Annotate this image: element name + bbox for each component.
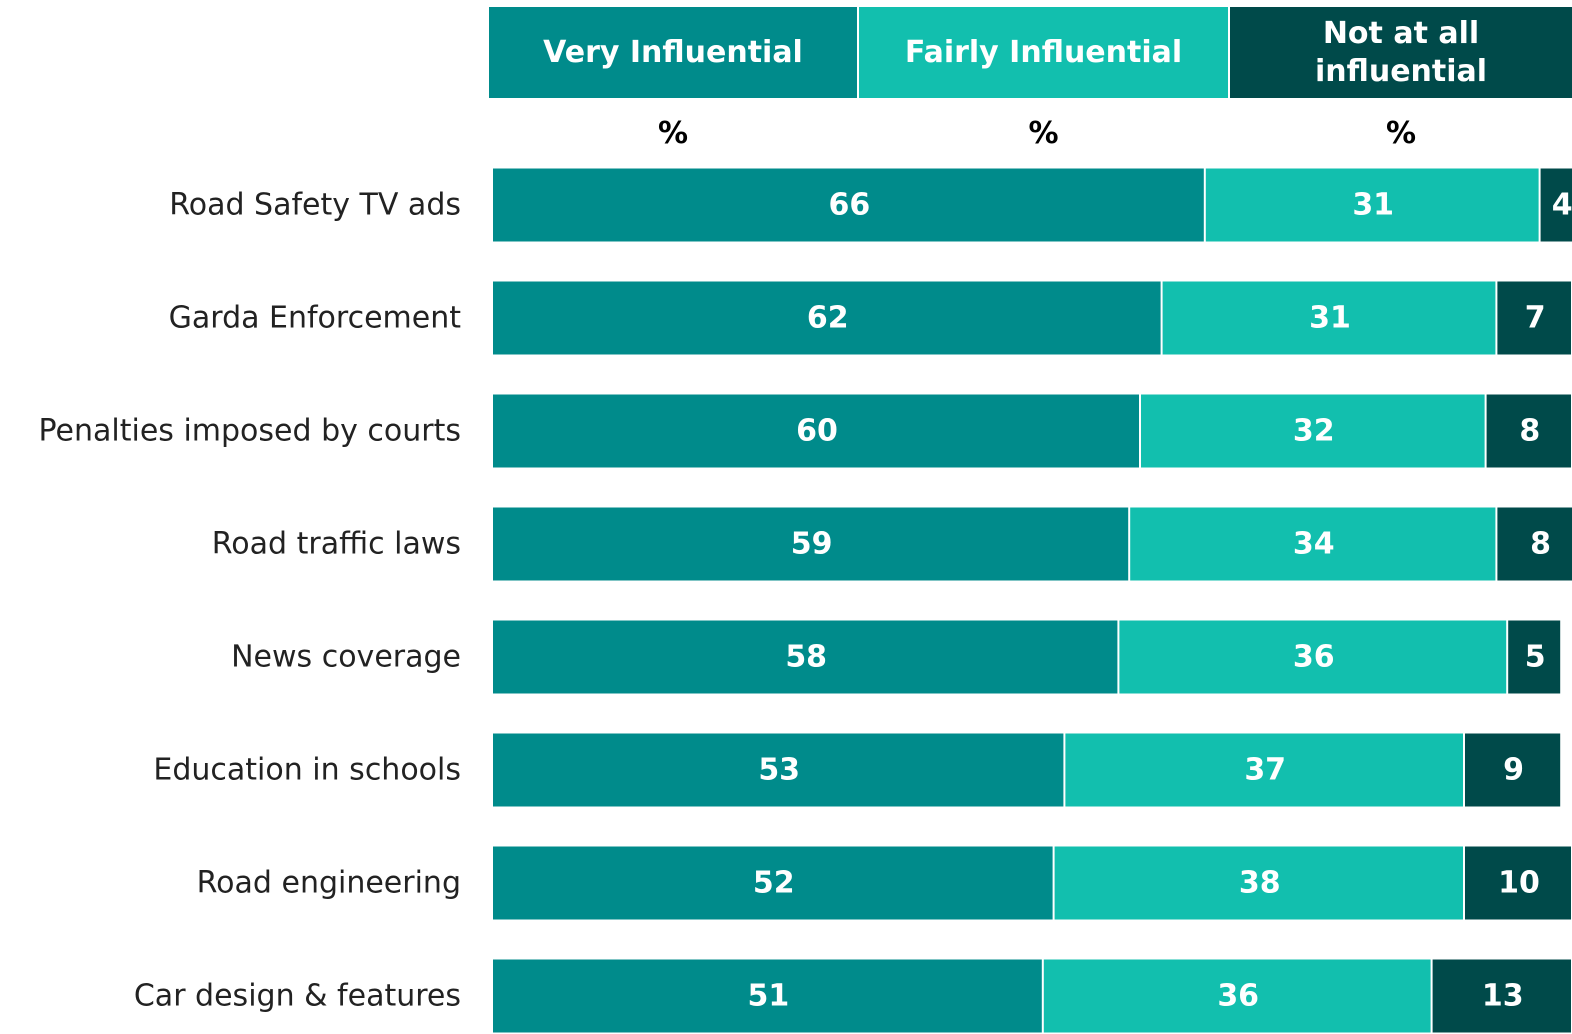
bar-segment [1497, 507, 1572, 581]
bar-segment [1054, 846, 1463, 920]
value-label: 5 [1525, 640, 1546, 675]
bar-segment [493, 620, 1118, 694]
category-label: Road engineering [197, 866, 461, 901]
value-label: 62 [807, 301, 849, 336]
bar-segment [493, 168, 1204, 242]
value-label: 34 [1293, 527, 1335, 562]
value-label: 60 [796, 414, 838, 449]
bar-segment [1497, 281, 1571, 355]
value-label: 38 [1239, 866, 1281, 901]
value-label: 31 [1352, 188, 1394, 223]
category-label: Road Safety TV ads [169, 188, 461, 223]
category-label: Road traffic laws [212, 527, 461, 562]
bar-segment [1540, 168, 1572, 242]
column-unit: % [1385, 115, 1417, 151]
value-label: 13 [1482, 979, 1524, 1014]
value-label: 4 [1552, 188, 1572, 223]
bar-segment [1486, 394, 1571, 468]
category-label: Education in schools [153, 753, 461, 788]
category-label: Garda Enforcement [169, 301, 462, 336]
legend-item: Not at all influential [1230, 7, 1572, 98]
value-label: 52 [753, 866, 795, 901]
bar-segment [1432, 959, 1571, 1033]
bar-segment [493, 959, 1042, 1033]
value-label: 36 [1217, 979, 1259, 1014]
value-label: 31 [1309, 301, 1351, 336]
value-label: 36 [1293, 640, 1335, 675]
bar-segment [493, 846, 1053, 920]
value-label: 8 [1519, 414, 1540, 449]
category-label: Car design & features [134, 979, 461, 1014]
bar-segment [1465, 846, 1571, 920]
value-label: 51 [748, 979, 790, 1014]
value-label: 32 [1293, 414, 1335, 449]
value-label: 59 [791, 527, 833, 562]
category-label: Penalties imposed by courts [39, 414, 461, 449]
value-label: 9 [1503, 753, 1524, 788]
legend-item: Very Influential [489, 7, 857, 98]
bar-segment [493, 507, 1129, 581]
value-label: 8 [1530, 527, 1551, 562]
column-unit: % [1028, 115, 1059, 151]
value-label: 37 [1244, 753, 1286, 788]
bar-segment [1119, 620, 1507, 694]
bar-segment [1043, 959, 1431, 1033]
bar-segment [1141, 394, 1485, 468]
legend-item: Fairly Influential [859, 7, 1228, 98]
value-label: 10 [1498, 866, 1540, 901]
bar-segment [493, 281, 1161, 355]
bar-segment [493, 394, 1139, 468]
bar-segment [1508, 620, 1561, 694]
bar-segment [1162, 281, 1496, 355]
value-label: 58 [785, 640, 827, 675]
value-label: 7 [1525, 301, 1546, 336]
category-label: News coverage [231, 640, 461, 675]
bar-segment [1130, 507, 1496, 581]
column-unit: % [657, 115, 689, 151]
value-label: 66 [829, 188, 871, 223]
bar-segment [1465, 733, 1561, 807]
value-label: 53 [758, 753, 800, 788]
bar-segment [1205, 168, 1539, 242]
bar-segment [1065, 733, 1463, 807]
bar-segment [493, 733, 1064, 807]
